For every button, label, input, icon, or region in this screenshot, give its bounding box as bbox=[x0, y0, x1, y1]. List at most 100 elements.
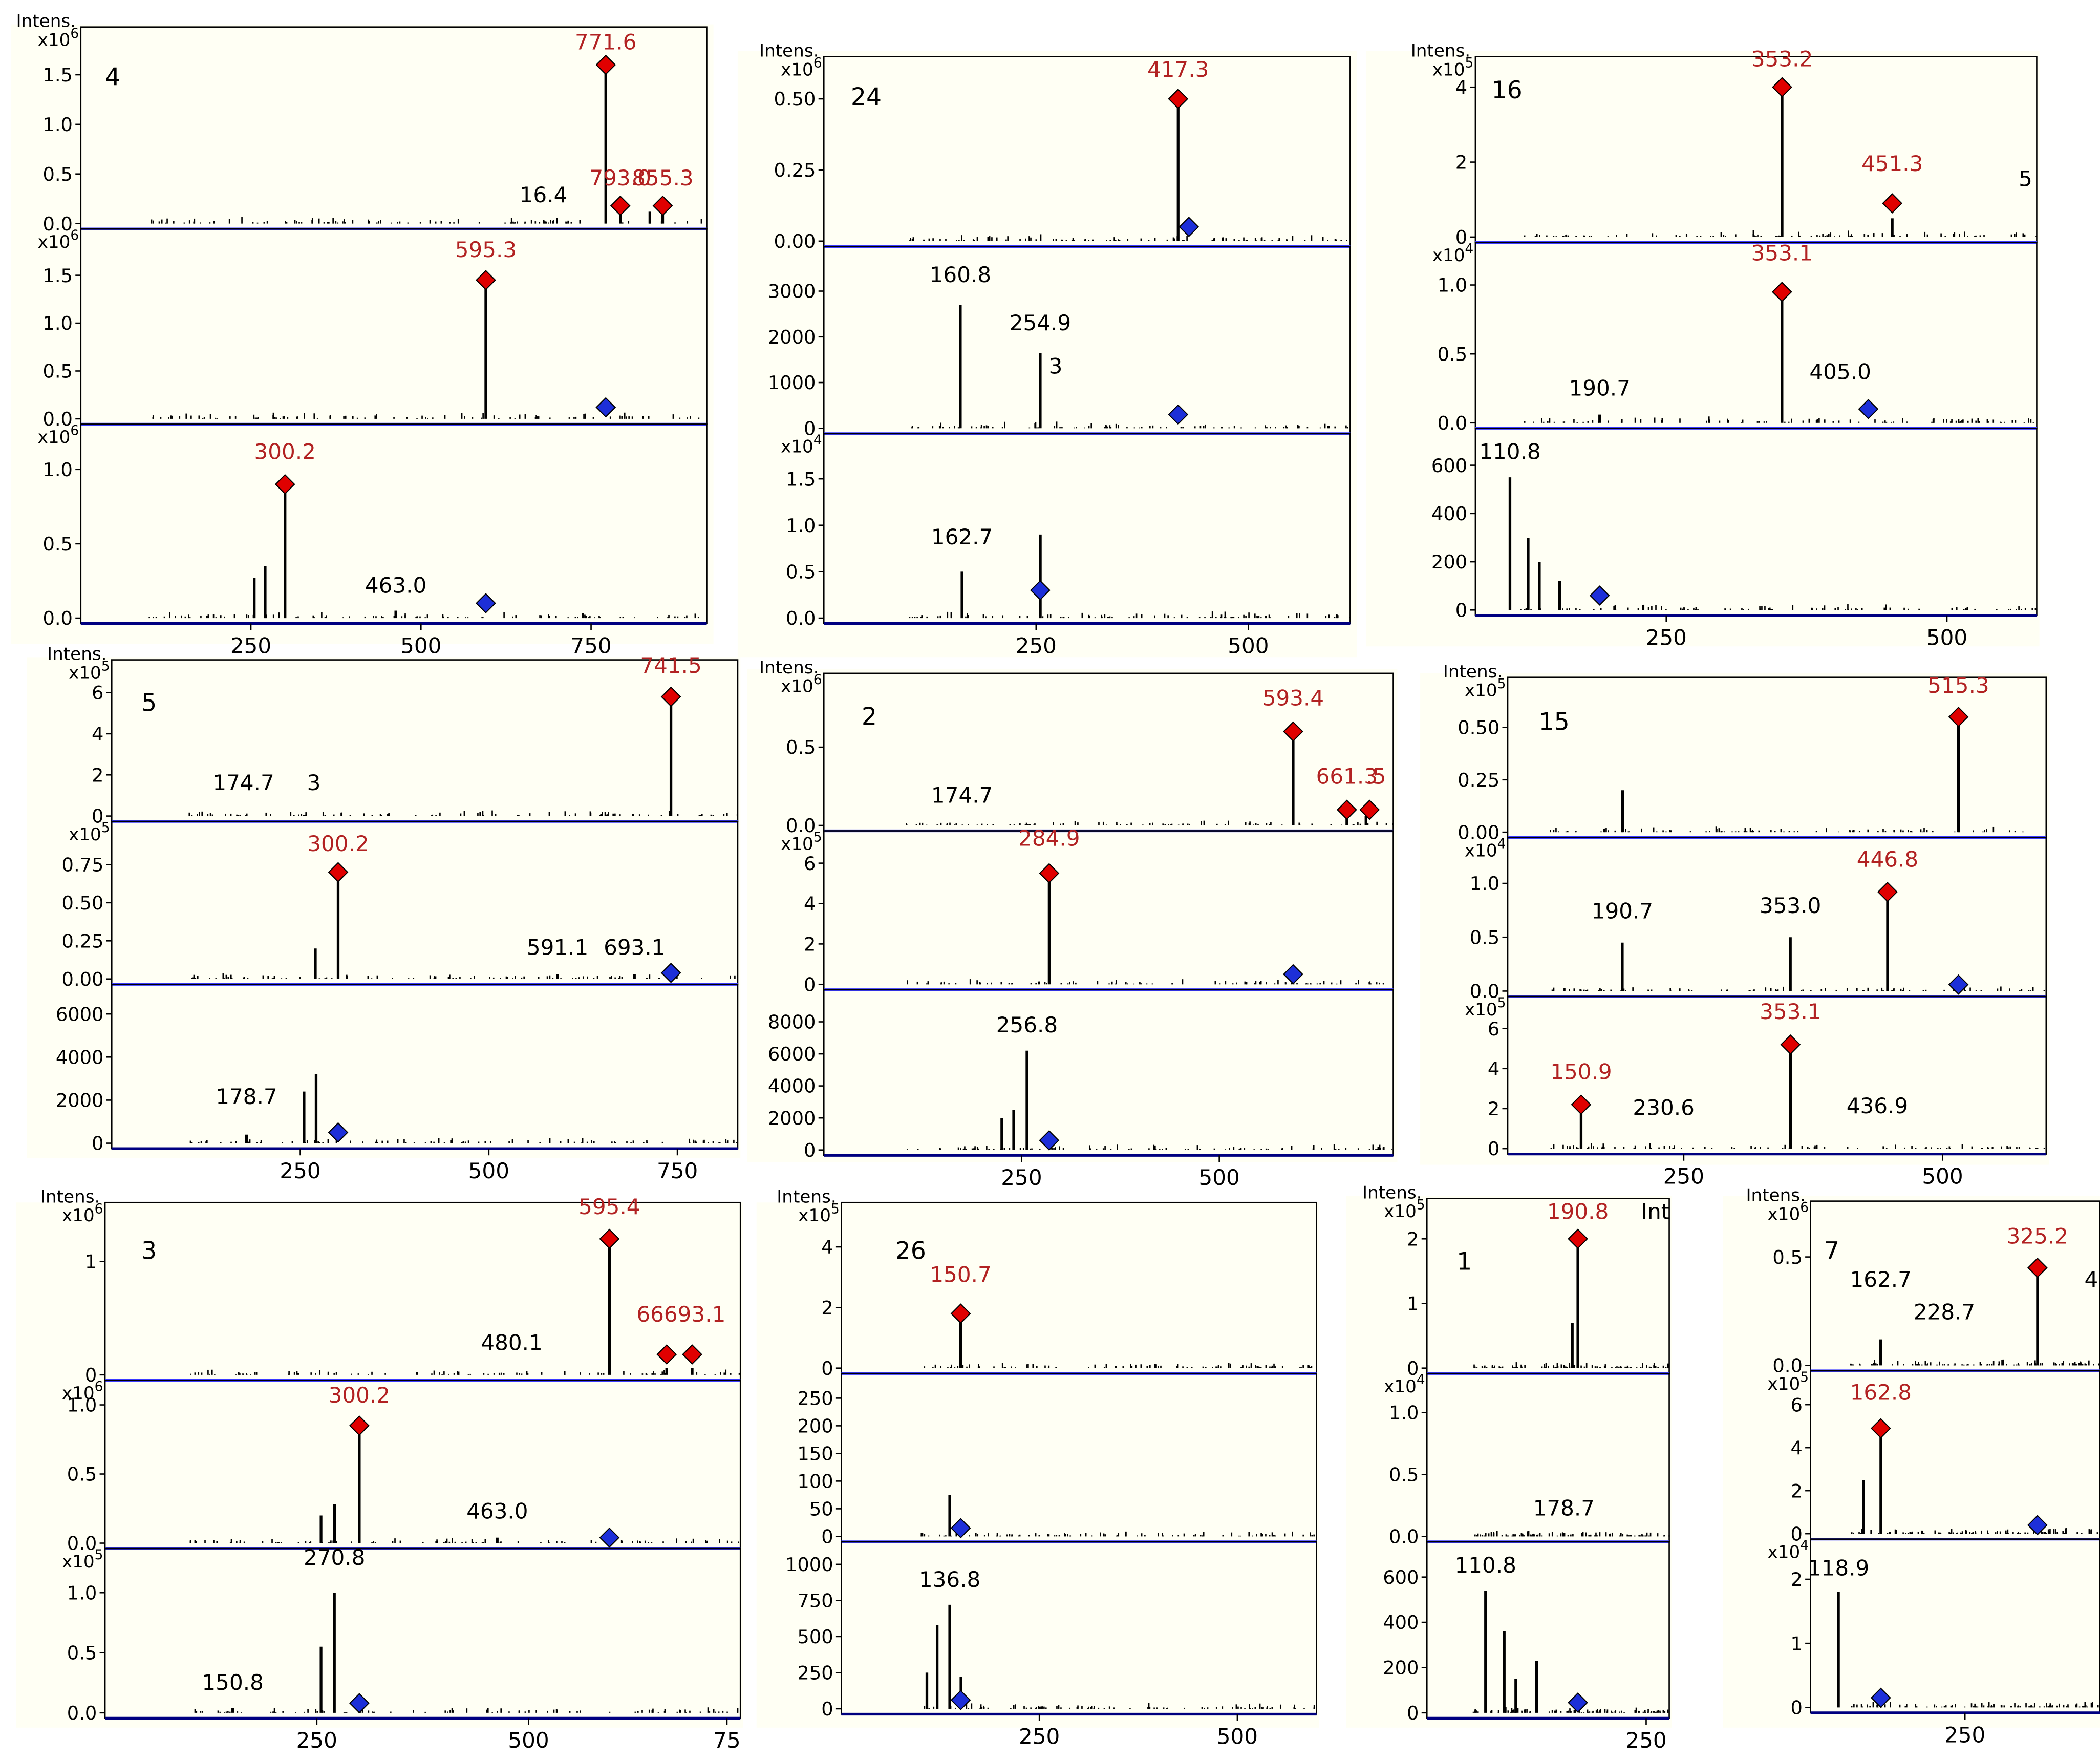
x-tick-label: 500 bbox=[1217, 1724, 1258, 1749]
compound-number: 4 bbox=[105, 63, 120, 91]
peak-label: 162.7 bbox=[931, 524, 993, 549]
spectrum-panel-2: 2x106Intens.0.00.5593.4661.3.5174.7x1050… bbox=[747, 658, 1398, 1190]
y-tick-label: 0 bbox=[821, 1698, 833, 1720]
x-tick-label: 250 bbox=[1001, 1165, 1042, 1190]
y-tick-label: 0 bbox=[1455, 226, 1467, 248]
y-tick-label: 1.0 bbox=[1438, 274, 1468, 296]
y-tick-label: 0 bbox=[85, 1364, 97, 1386]
y-tick-label: 2 bbox=[821, 1297, 833, 1319]
y-tick-label: 0.0 bbox=[42, 607, 73, 629]
y-tick-label: 0 bbox=[804, 417, 816, 439]
y-tick-label: 0.00 bbox=[62, 968, 104, 990]
isolation-marker bbox=[595, 397, 616, 418]
panel-background bbox=[756, 1202, 1319, 1728]
peak-label: 661.3 bbox=[1316, 764, 1378, 789]
panel-background bbox=[1366, 51, 2040, 647]
y-tick-label: 0 bbox=[1407, 1358, 1419, 1380]
y-tick-label: 3000 bbox=[768, 281, 816, 303]
y-tick-label: 2 bbox=[1407, 1228, 1419, 1250]
y-tick-label: 0 bbox=[1790, 1523, 1802, 1545]
y-tick-label: 0.0 bbox=[1438, 412, 1468, 434]
peak-label: 793.0 bbox=[589, 165, 651, 190]
isolation-marker bbox=[328, 1122, 349, 1143]
compound-number: 16 bbox=[1491, 76, 1522, 104]
precursor-marker bbox=[1359, 799, 1380, 820]
peak-label: 417.3 bbox=[1147, 57, 1209, 82]
peak-label: 3 bbox=[307, 770, 321, 795]
y-tick-label: 0.5 bbox=[786, 736, 816, 758]
peak-label: 256.8 bbox=[996, 1012, 1058, 1037]
peak-label: 593.4 bbox=[1262, 686, 1324, 711]
y-tick-label: 0 bbox=[804, 973, 816, 995]
isolation-marker bbox=[1589, 585, 1610, 606]
x-tick-label: 500 bbox=[1926, 625, 1967, 650]
y-tick-label: 0.0 bbox=[786, 607, 816, 629]
spectrum-panel-26: 26x105Intens.024150.70501001502002500250… bbox=[756, 1186, 1319, 1749]
y-tick-label: 0.0 bbox=[1470, 981, 1500, 1003]
precursor-marker bbox=[682, 1344, 702, 1365]
y-axis-title: Intens. bbox=[1443, 662, 1503, 682]
precursor-marker bbox=[1870, 1418, 1891, 1439]
y-axis-title: Intens. bbox=[1746, 1185, 1805, 1206]
y-tick-label: 400 bbox=[1431, 503, 1467, 525]
y-tick-label: 600 bbox=[1383, 1566, 1419, 1588]
peak-label: 160.8 bbox=[930, 262, 991, 287]
y-tick-label: 2 bbox=[92, 764, 103, 786]
y-tick-label: 2000 bbox=[768, 1107, 816, 1129]
y-axis-title: Intens. bbox=[40, 1186, 100, 1207]
precursor-marker bbox=[656, 1344, 677, 1365]
y-tick-label: 2 bbox=[804, 934, 816, 956]
panel-background bbox=[737, 51, 1357, 658]
peak-label: 446.8 bbox=[1857, 846, 1918, 872]
y-axis-title: Intens. bbox=[777, 1186, 836, 1207]
y-tick-label: 0 bbox=[804, 1139, 816, 1161]
peak-label: 451.3 bbox=[1861, 151, 1923, 176]
peak-label: 136.8 bbox=[919, 1567, 980, 1592]
y-tick-label: 0.0 bbox=[42, 213, 73, 235]
precursor-marker bbox=[1877, 882, 1898, 902]
y-tick-label: 6 bbox=[1790, 1394, 1802, 1416]
y-tick-label: 0.75 bbox=[62, 854, 104, 876]
y-tick-label: 0 bbox=[1790, 1697, 1802, 1719]
isolation-marker bbox=[1948, 974, 1969, 995]
precursor-marker bbox=[660, 686, 681, 707]
trace-3: 0 2000 4000 6000 178.7 bbox=[56, 983, 739, 1155]
y-exponent-label: x105 bbox=[1465, 995, 1506, 1020]
peak-label: 353.1 bbox=[1751, 241, 1813, 266]
y-tick-label: 1 bbox=[1790, 1632, 1802, 1655]
y-tick-label: 250 bbox=[797, 1388, 833, 1410]
peak-label: 110.8 bbox=[1455, 1553, 1516, 1578]
peak-label: 436.9 bbox=[1847, 1093, 1908, 1118]
y-tick-label: 100 bbox=[797, 1471, 833, 1493]
peak-label: 174.7 bbox=[212, 770, 274, 795]
peak-label: 66693.1 bbox=[636, 1302, 725, 1327]
peak-label: 405.0 bbox=[1809, 359, 1871, 384]
y-tick-label: 4 bbox=[821, 1236, 833, 1258]
y-tick-label: 6 bbox=[1488, 1018, 1499, 1040]
y-tick-label: 0.0 bbox=[42, 408, 73, 430]
peak-label: 174.7 bbox=[931, 782, 993, 808]
x-tick-label: 250 bbox=[280, 1158, 320, 1183]
isolation-marker bbox=[1178, 217, 1199, 237]
y-tick-label: 4 bbox=[92, 723, 103, 745]
peak-label: 150.7 bbox=[930, 1262, 991, 1287]
isolation-marker bbox=[950, 1518, 971, 1539]
y-tick-label: 4 bbox=[804, 893, 816, 915]
y-tick-label: 0.50 bbox=[774, 88, 816, 110]
y-tick-label: 4 bbox=[1455, 76, 1467, 98]
peak-label: 5 bbox=[2019, 166, 2032, 191]
x-tick-label: 500 bbox=[1922, 1163, 1963, 1189]
compound-number: 1 bbox=[1456, 1248, 1472, 1276]
x-tick-label: 500 bbox=[1228, 633, 1269, 658]
peak-label: 162.7 bbox=[1850, 1267, 1911, 1292]
panel-background bbox=[1420, 673, 2049, 1165]
trace-3: 0 200 400 600 110.8 bbox=[1383, 1541, 1670, 1724]
y-tick-label: 0.5 bbox=[67, 1642, 97, 1664]
peak-label: 228.7 bbox=[1914, 1300, 1975, 1325]
y-axis-title: Intens. bbox=[16, 11, 76, 32]
y-tick-label: 0.0 bbox=[1772, 1355, 1803, 1377]
peak-label: 463.0 bbox=[365, 573, 426, 598]
